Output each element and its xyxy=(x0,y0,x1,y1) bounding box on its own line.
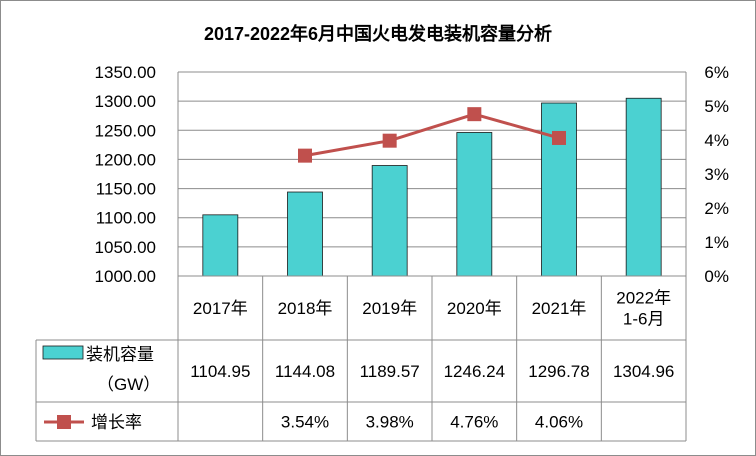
category-label: 1-6月 xyxy=(623,310,665,329)
bar xyxy=(202,214,239,277)
capacity-value: 1189.57 xyxy=(360,362,420,381)
legend-bar-unit: （GW） xyxy=(97,375,160,394)
growth-value: 4.06% xyxy=(535,413,583,432)
right-axis: 6% 5% 4% 3% 2% 1% 0% xyxy=(704,63,729,286)
right-tick-label: 4% xyxy=(704,131,729,150)
left-tick-label: 1250.00 xyxy=(95,121,156,140)
right-tick-label: 0% xyxy=(704,267,729,286)
growth-marker xyxy=(298,148,312,163)
legend-line-marker xyxy=(57,415,71,429)
left-tick-label: 1150.00 xyxy=(96,180,156,199)
growth-marker xyxy=(467,107,482,122)
left-tick-label: 1300.00 xyxy=(95,92,156,111)
category-label: 2018年 xyxy=(278,299,333,318)
left-tick-label: 1200.00 xyxy=(95,150,156,169)
category-label: 2019年 xyxy=(362,299,417,318)
right-tick-label: 5% xyxy=(704,97,729,116)
right-tick-label: 3% xyxy=(704,165,729,184)
growth-value: 3.54% xyxy=(281,413,329,432)
left-tick-label: 1000.00 xyxy=(95,267,156,286)
bar xyxy=(456,132,493,277)
capacity-value: 1144.08 xyxy=(275,362,335,381)
right-tick-label: 6% xyxy=(704,63,729,82)
growth-marker xyxy=(382,133,397,148)
category-label: 2021年 xyxy=(532,299,587,318)
line-series xyxy=(298,107,566,163)
bar xyxy=(287,191,323,277)
bar xyxy=(371,165,408,277)
legend-bar-label: 装机容量 xyxy=(86,345,154,364)
bar xyxy=(541,102,577,277)
capacity-value: 1104.95 xyxy=(190,362,250,381)
category-label: 2022年 xyxy=(616,289,671,308)
right-tick-label: 2% xyxy=(704,199,729,218)
left-tick-label: 1050.00 xyxy=(95,238,156,257)
left-tick-label: 1100.00 xyxy=(96,209,156,228)
gridlines xyxy=(177,71,687,277)
capacity-value: 1246.24 xyxy=(444,362,505,381)
capacity-value: 1304.96 xyxy=(613,362,674,381)
growth-line xyxy=(304,112,560,158)
category-label: 2020年 xyxy=(447,299,502,318)
capacity-value: 1296.78 xyxy=(528,362,589,381)
left-tick-label: 1350.00 xyxy=(95,63,156,82)
bar xyxy=(625,97,662,277)
left-axis: 1350.00 1300.00 1250.00 1200.00 1150.00 1100.… xyxy=(95,63,156,286)
legend-line-label: 增长率 xyxy=(91,413,142,432)
growth-value: 3.98% xyxy=(366,413,414,432)
growth-marker xyxy=(552,130,566,145)
bar-series xyxy=(202,97,662,277)
right-tick-label: 1% xyxy=(704,233,729,252)
growth-value: 4.76% xyxy=(450,413,498,432)
legend-bar-swatch xyxy=(42,345,84,360)
chart-title: 2017-2022年6月中国火电发电装机容量分析 xyxy=(204,23,552,44)
category-label: 2017年 xyxy=(193,299,248,318)
